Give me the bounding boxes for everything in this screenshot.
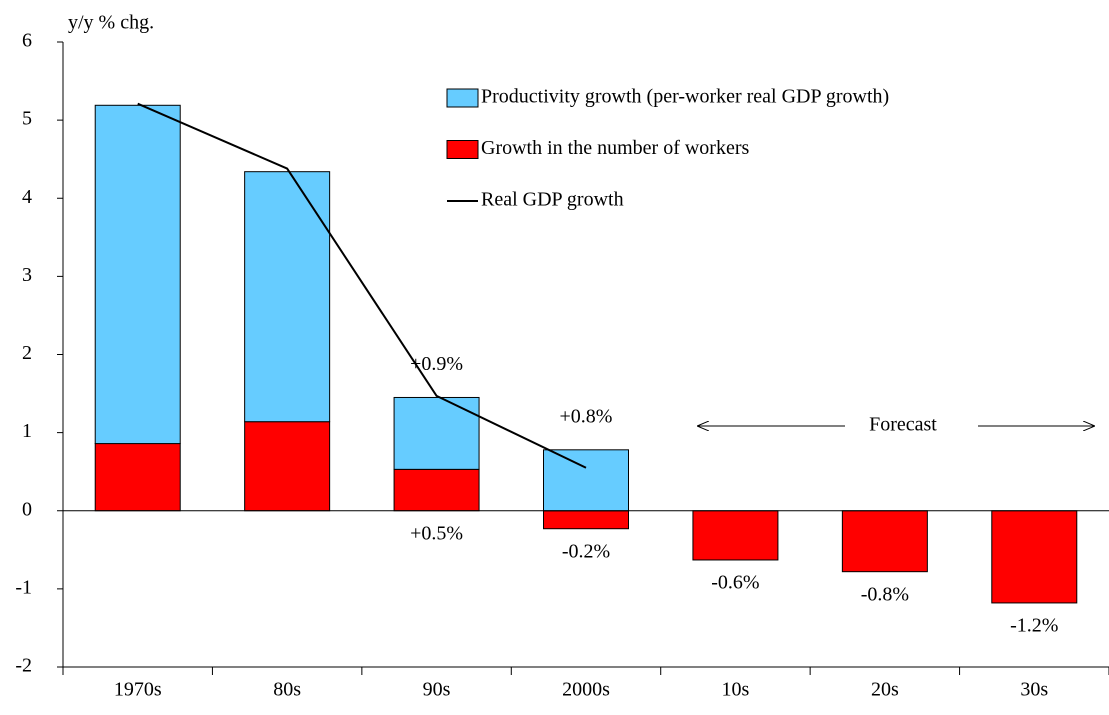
value-label: -0.2%: [562, 540, 610, 562]
bar: [94, 443, 181, 512]
y-tick-label: 6: [22, 30, 32, 52]
legend-label: Real GDP growth: [481, 189, 624, 211]
legend-swatch: [446, 140, 479, 159]
y-tick-label: 3: [22, 264, 32, 286]
y-tick-label: -2: [15, 655, 32, 677]
legend-label: Productivity growth (per-worker real GDP…: [481, 86, 889, 108]
legend-label: Growth in the number of workers: [481, 137, 749, 159]
value-label: -0.8%: [861, 583, 909, 605]
bar: [393, 396, 480, 470]
value-label: +0.5%: [410, 522, 463, 544]
value-label: -0.6%: [711, 572, 759, 594]
forecast-label: Forecast: [869, 414, 937, 436]
bar: [692, 510, 779, 561]
y-tick-label: -1: [15, 576, 32, 598]
value-label: +0.8%: [560, 405, 613, 427]
x-tick-label: 10s: [722, 679, 750, 701]
bar: [94, 104, 181, 445]
legend-swatch: [446, 88, 479, 108]
x-tick-label: 80s: [273, 679, 301, 701]
y-tick-label: 4: [22, 186, 32, 208]
bar: [991, 510, 1078, 604]
line: [137, 102, 587, 469]
y-tick-label: 1: [22, 420, 32, 442]
value-label: +0.9%: [410, 353, 463, 375]
x-tick-label: 20s: [871, 679, 899, 701]
y-tick-label: 0: [22, 498, 32, 520]
bar: [543, 449, 629, 512]
x-tick-label: 2000s: [562, 679, 610, 701]
bar: [244, 171, 331, 423]
bar: [244, 421, 331, 512]
x-tick-label: 90s: [423, 679, 451, 701]
value-label: -1.2%: [1010, 615, 1058, 637]
bar: [543, 510, 629, 530]
y-tick-label: 5: [22, 108, 32, 130]
y-tick-label: 2: [22, 342, 32, 364]
x-tick-label: 30s: [1020, 679, 1048, 701]
bar: [393, 468, 480, 512]
x-tick-label: 1970s: [114, 679, 162, 701]
bar: [841, 510, 928, 573]
y-axis-label: y/y % chg.: [68, 12, 154, 34]
